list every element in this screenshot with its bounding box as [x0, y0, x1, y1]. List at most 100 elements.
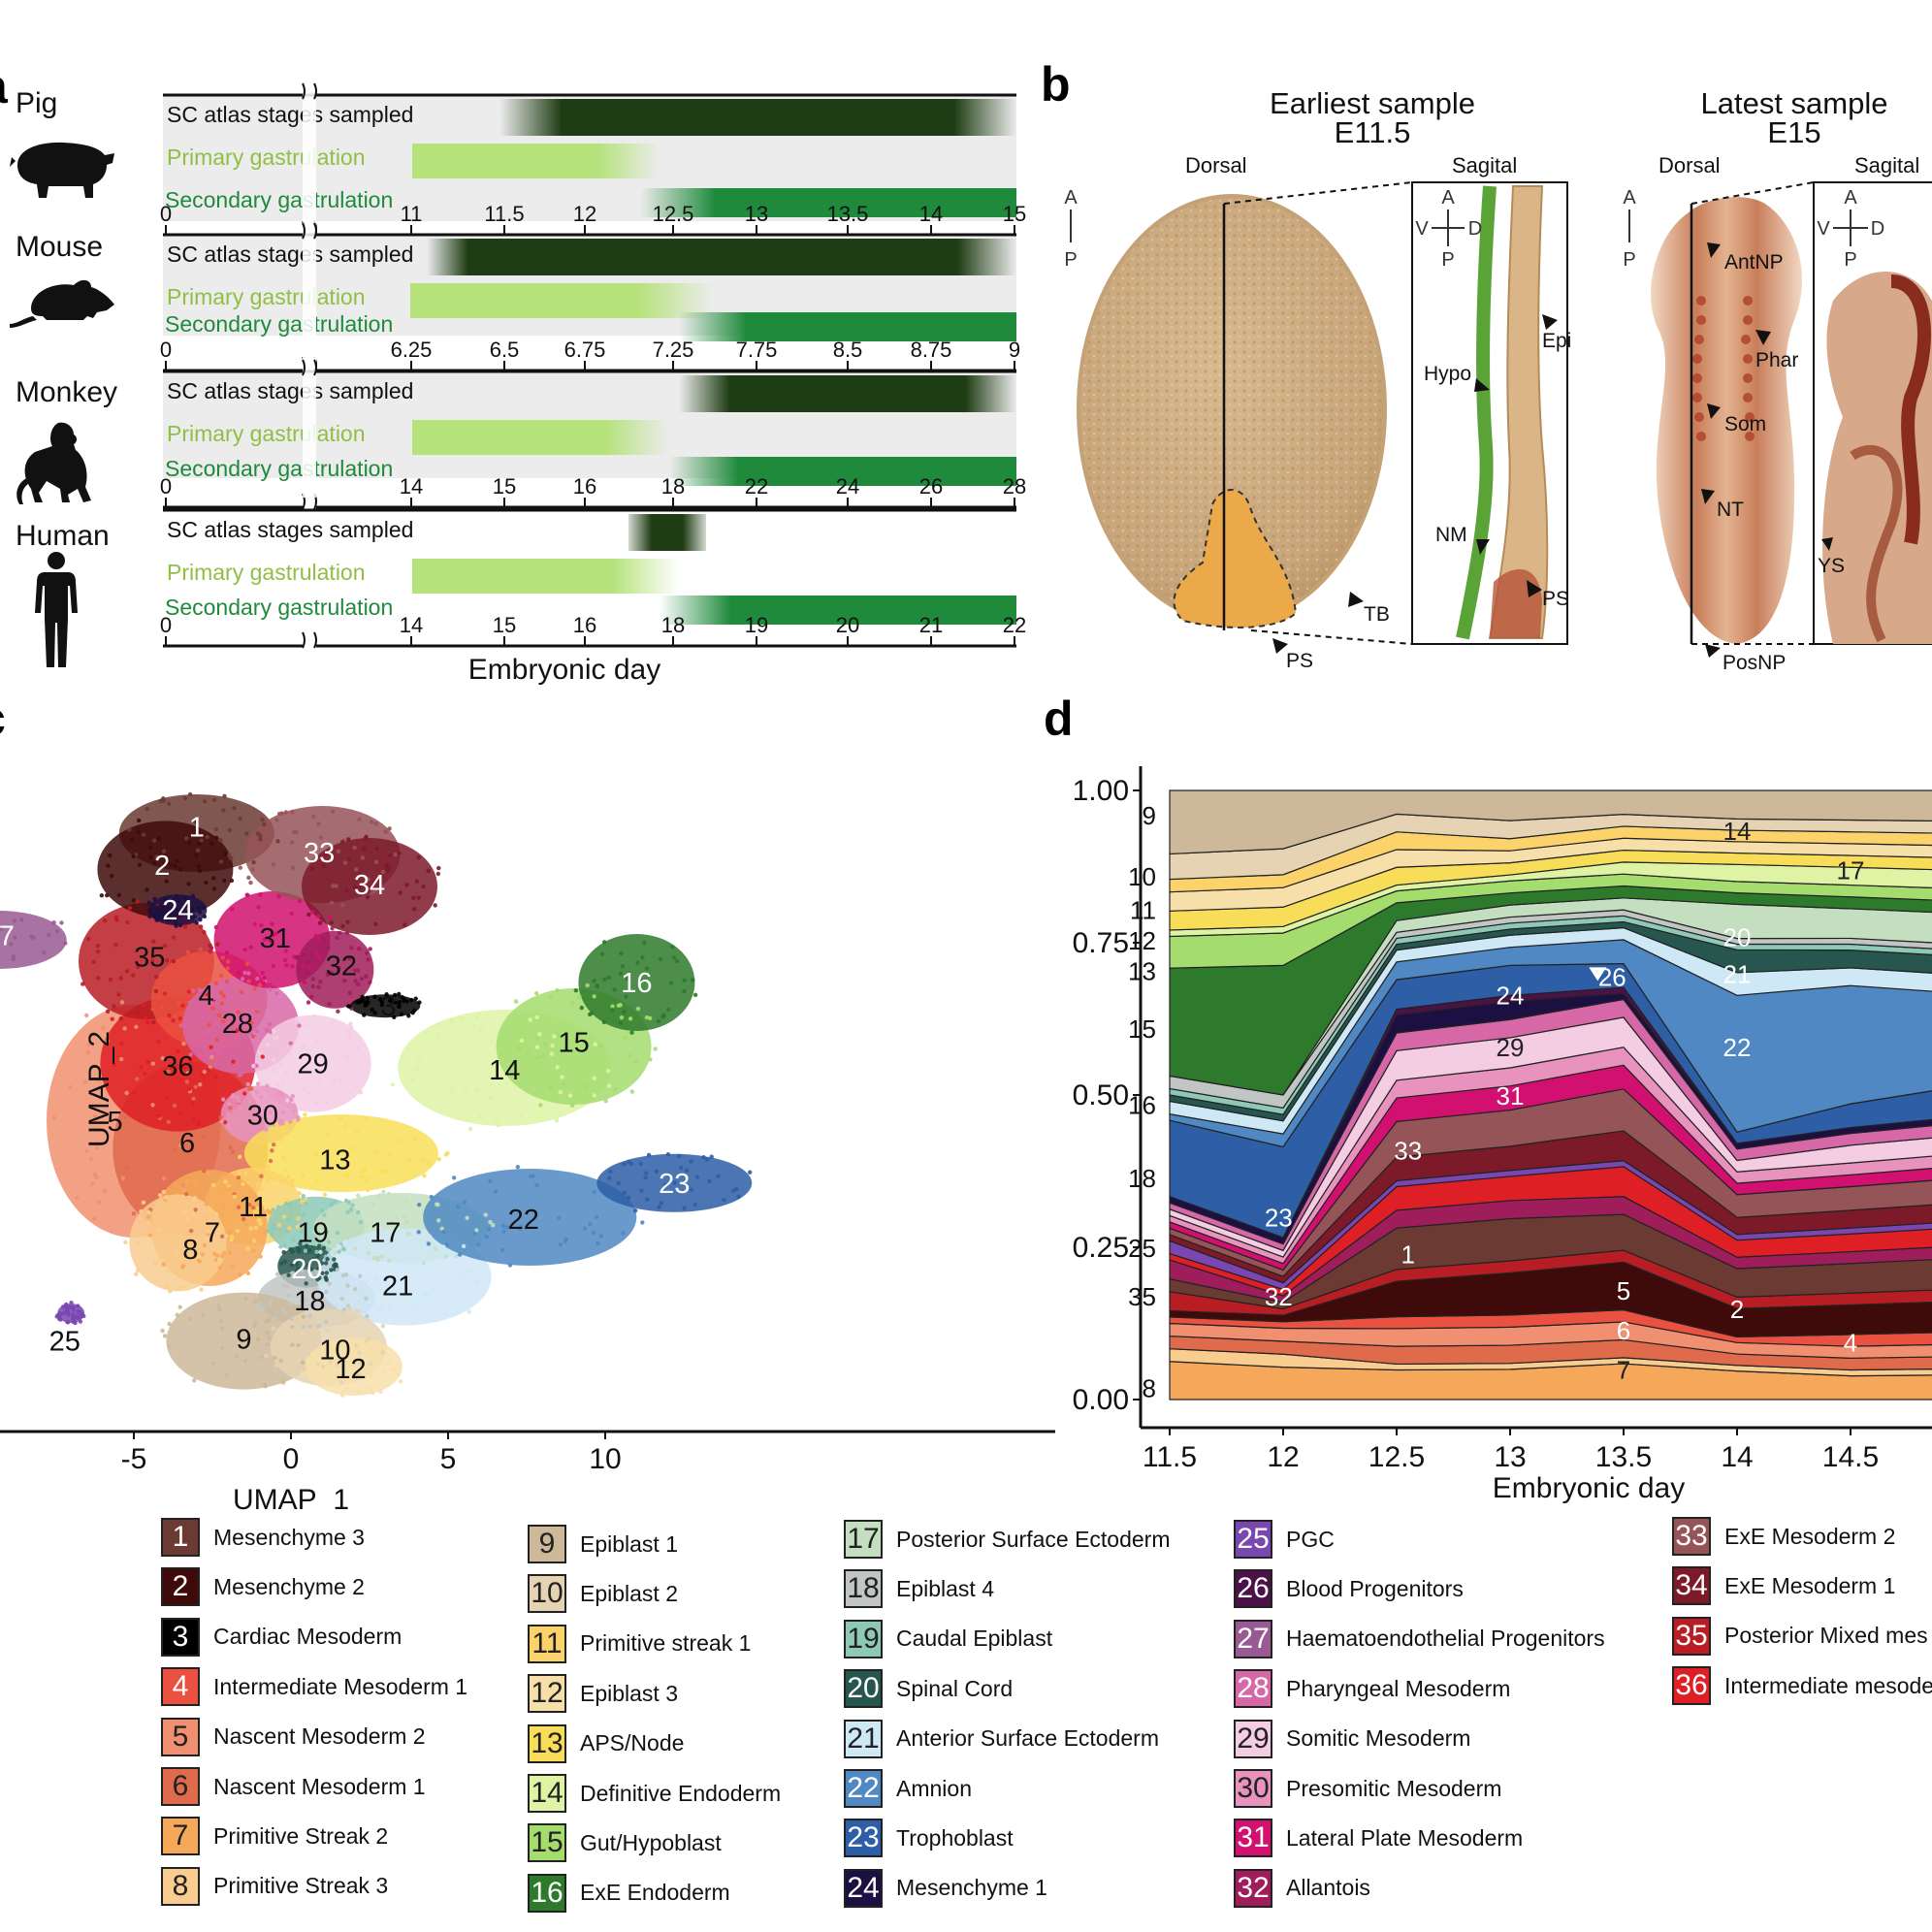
legend-swatch: 9 — [528, 1525, 566, 1563]
legend-item-18: 18 Epiblast 4 — [844, 1568, 994, 1609]
legend-label: Intermediate mesode — [1724, 1672, 1932, 1698]
legend-item-2: 2 Mesenchyme 2 — [161, 1566, 365, 1607]
legend-label: Anterior Surface Ectoderm — [896, 1725, 1160, 1752]
umap-x-tick: 10 — [589, 1443, 621, 1475]
umap-cluster-label-15: 15 — [558, 1028, 589, 1059]
legend-label: Primitive Streak 2 — [213, 1822, 389, 1849]
umap-cluster-29 — [254, 1014, 371, 1112]
timeline-tick-label: 20 — [836, 613, 859, 637]
timeline-tick-label: 16 — [573, 613, 596, 637]
timeline-tick-label: 7.75 — [736, 338, 778, 362]
umap-cluster-label-33: 33 — [304, 838, 335, 869]
legend-label: Epiblast 1 — [580, 1530, 679, 1557]
legend-label: ExE Mesoderm 1 — [1724, 1572, 1896, 1598]
area-label-14: 14 — [1723, 817, 1752, 846]
legend-label: Primitive streak 1 — [580, 1630, 752, 1657]
legend-swatch: 6 — [161, 1767, 200, 1806]
legend-swatch: 11 — [528, 1624, 566, 1663]
timeline-tick-label: 21 — [919, 613, 943, 637]
legend-item-15: 15 Gut/Hypoblast — [528, 1822, 722, 1863]
area-label-16: 16 — [1128, 1090, 1156, 1119]
umap-x-tick: 5 — [440, 1443, 457, 1475]
umap-cluster-22 — [423, 1169, 637, 1266]
umap-cluster-label-11: 11 — [239, 1192, 268, 1223]
area-label-24: 24 — [1497, 981, 1525, 1010]
timeline-tick-label: 6.25 — [391, 338, 433, 362]
legend-swatch: 27 — [1234, 1619, 1272, 1658]
timeline-tick-label: 8.5 — [833, 338, 863, 362]
area-label-4: 4 — [1844, 1328, 1857, 1357]
sampled-bar — [679, 375, 1016, 412]
legend-item-20: 20 Spinal Cord — [844, 1668, 1013, 1709]
timeline-tick-label: 18 — [661, 613, 685, 637]
umap-cluster-label-30: 30 — [247, 1100, 278, 1131]
area-x-tick: 12 — [1267, 1441, 1299, 1473]
earliest-sample-heading: Earliest sample E11.5 — [1232, 88, 1513, 147]
svg-text:NT: NT — [1717, 499, 1744, 521]
timeline-row-label: SC atlas stages sampled — [167, 242, 413, 267]
legend-item-6: 6 Nascent Mesoderm 1 — [161, 1766, 426, 1807]
svg-text:P: P — [1844, 249, 1856, 271]
early-sagittal-axis: A V D P — [1415, 187, 1482, 271]
umap-y-label: UMAP_2 — [83, 1031, 115, 1147]
legend-item-28: 28 Pharyngeal Mesoderm — [1234, 1668, 1510, 1709]
legend-label: Spinal Cord — [896, 1675, 1014, 1701]
umap-cluster-label-4: 4 — [198, 981, 213, 1012]
timeline-tick-label: 9 — [1009, 338, 1020, 362]
legend-label: Allantois — [1286, 1875, 1370, 1901]
legend-item-36: 36 Intermediate mesode — [1672, 1665, 1932, 1706]
legend-swatch: 34 — [1672, 1566, 1711, 1606]
area-x-tick: 12.5 — [1368, 1441, 1425, 1473]
legend-label: ExE Endoderm — [580, 1880, 730, 1906]
legend-label: Mesenchyme 2 — [213, 1573, 365, 1599]
area-label-31: 31 — [1497, 1081, 1525, 1111]
svg-text:Hypo: Hypo — [1424, 363, 1471, 385]
legend-swatch: 23 — [844, 1819, 883, 1858]
legend-label: Trophoblast — [896, 1824, 1014, 1851]
legend-swatch: 3 — [161, 1617, 200, 1657]
timeline-tick-label: 8.75 — [911, 338, 952, 362]
umap-cluster-label-27: 27 — [0, 921, 15, 952]
legend-swatch: 10 — [528, 1574, 566, 1614]
legend-item-12: 12 Epiblast 3 — [528, 1673, 678, 1714]
svg-text:TB: TB — [1364, 603, 1390, 626]
legend-item-8: 8 Primitive Streak 3 — [161, 1866, 388, 1907]
legend-label: Amnion — [896, 1775, 972, 1801]
umap-cluster-label-9: 9 — [236, 1324, 251, 1355]
timeline-tick-label: 18 — [661, 474, 685, 499]
legend-label: Nascent Mesoderm 2 — [213, 1723, 426, 1750]
timeline-tick-label: 22 — [1003, 613, 1026, 637]
legend-item-23: 23 Trophoblast — [844, 1818, 1014, 1858]
timeline-tick-label: 22 — [745, 474, 768, 499]
area-inline-labels: 9101112131516182535823323312426293156714… — [1128, 801, 1864, 1402]
umap-cluster-label-10: 10 — [319, 1335, 350, 1366]
sampled-bar — [499, 99, 1016, 136]
monkey-icon — [16, 422, 92, 504]
umap-cluster-label-19: 19 — [298, 1217, 329, 1248]
legend-label: Blood Progenitors — [1286, 1575, 1464, 1601]
late-sagittal-axis: A V D P — [1817, 187, 1884, 271]
area-label-9: 9 — [1143, 801, 1156, 830]
svg-text:A: A — [1441, 187, 1455, 209]
legend-swatch: 13 — [528, 1723, 566, 1763]
legend-item-29: 29 Somitic Mesoderm — [1234, 1719, 1470, 1759]
svg-text:PS: PS — [1286, 650, 1313, 672]
legend-item-17: 17 Posterior Surface Ectoderm — [844, 1519, 1171, 1560]
legend-swatch: 19 — [844, 1619, 883, 1658]
umap-x-tick: 0 — [283, 1443, 300, 1475]
svg-text:Phar: Phar — [1755, 349, 1798, 371]
legend-swatch: 30 — [1234, 1769, 1272, 1808]
timeline-tick-label: 15 — [1003, 202, 1026, 226]
species-label-mouse: Mouse — [16, 231, 104, 263]
umap-cluster-label-17: 17 — [370, 1217, 401, 1248]
umap-cluster-label-20: 20 — [291, 1254, 322, 1285]
legend-label: Posterior Surface Ectoderm — [896, 1526, 1171, 1552]
umap-cluster-label-31: 31 — [260, 923, 291, 954]
legend-swatch: 32 — [1234, 1868, 1272, 1908]
area-label-6: 6 — [1617, 1316, 1630, 1345]
legend-swatch: 15 — [528, 1823, 566, 1863]
secondary-gastrulation-bar — [640, 188, 1016, 217]
hypoblast-layer — [1456, 185, 1497, 640]
